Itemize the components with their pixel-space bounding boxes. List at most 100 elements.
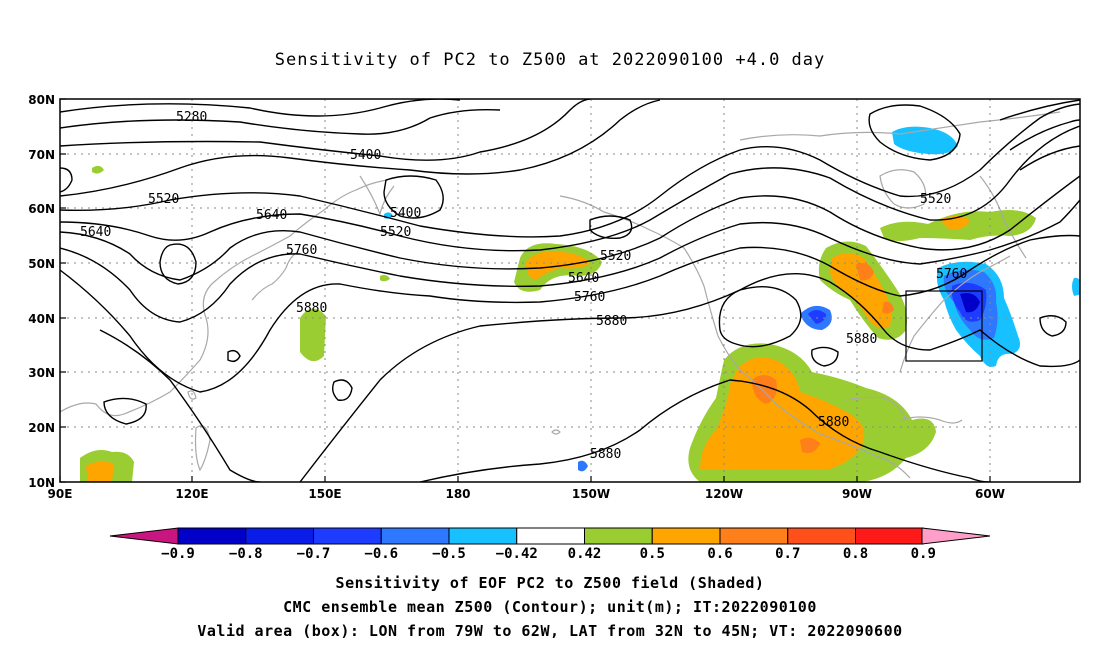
contour-label: 5760 — [286, 243, 317, 258]
contour-label: 5280 — [176, 110, 207, 125]
positive-sensitivity-region — [830, 253, 892, 329]
colorbar-label: −0.9 — [161, 546, 195, 562]
caption-shading: Sensitivity of EOF PC2 to Z500 field (Sh… — [335, 574, 765, 592]
contour-line — [60, 99, 461, 117]
lon-tick-label: 60W — [975, 487, 1005, 501]
contour-line — [589, 215, 633, 240]
contour-line — [60, 99, 661, 197]
colorbar-label: 0.42 — [568, 546, 602, 562]
contour-line — [1039, 315, 1067, 337]
lon-tick-label: 150W — [572, 487, 610, 501]
lat-tick-label: 60N — [28, 202, 55, 216]
z500-contours — [60, 99, 1080, 482]
contour-label: 5520 — [148, 192, 179, 207]
contour-label: 5520 — [380, 225, 411, 240]
map-panel: 5280 5400 5520 5400 5520 5640 5640 5760 … — [60, 99, 1080, 482]
colorbar-cell — [313, 527, 382, 545]
coastline-caribbean — [899, 416, 963, 424]
axis-ticks — [59, 98, 991, 483]
contour-label: 5640 — [80, 225, 111, 240]
coastline-philippines — [194, 425, 211, 472]
contour-label: 5880 — [846, 332, 877, 347]
colorbar-cell — [516, 527, 585, 545]
colorbar-label: 0.5 — [640, 546, 665, 562]
coastline-gulf — [845, 396, 907, 421]
colorbar-label: 0.8 — [843, 546, 868, 562]
contour-label: 5640 — [256, 208, 287, 223]
contour-label: 5880 — [596, 314, 627, 329]
contour-label: 5520 — [600, 249, 631, 264]
negative-sensitivity-region — [578, 460, 588, 472]
colorbar-cell — [177, 527, 247, 545]
contour-label: 5880 — [296, 301, 327, 316]
colorbar-cell — [719, 527, 789, 545]
coastline-us-east — [899, 255, 1011, 373]
colorbar-upper-triangle — [921, 527, 991, 545]
colorbar-label: −0.8 — [229, 546, 263, 562]
caption-contour: CMC ensemble mean Z500 (Contour); unit(m… — [283, 598, 817, 616]
contour-label: 5400 — [390, 206, 421, 221]
contour-line — [60, 103, 1080, 238]
negative-sensitivity-region — [808, 310, 826, 324]
positive-sensitivity-region — [752, 375, 777, 404]
colorbar-cell — [584, 527, 653, 545]
contour-line — [60, 199, 1080, 323]
coastline-alaska — [559, 195, 741, 371]
negative-sensitivity-region — [892, 126, 958, 155]
coastline-hudson-bay — [879, 169, 927, 209]
colorbar-cell — [380, 527, 450, 545]
caption-valid-area: Valid area (box): LON from 79W to 62W, L… — [197, 622, 903, 640]
colorbar-label: 0.7 — [775, 546, 800, 562]
contour-line — [868, 104, 961, 161]
negative-sensitivity-region — [1072, 277, 1080, 296]
colorbar-cells — [177, 527, 924, 545]
colorbar-lower-triangle — [109, 527, 179, 545]
contour-label: 5760 — [574, 290, 605, 305]
colorbar-label: 0.6 — [707, 546, 732, 562]
lat-tick-label: 80N — [28, 93, 55, 107]
lat-axis: 80N 70N 60N 50N 40N 30N 20N 10N — [28, 93, 55, 490]
lon-tick-label: 120E — [175, 487, 208, 501]
positive-sensitivity-region — [300, 308, 326, 362]
contour-line — [227, 349, 241, 363]
lon-tick-label: 90W — [842, 487, 872, 501]
contour-line — [299, 272, 1080, 482]
colorbar-cell — [651, 527, 721, 545]
contour-label: 5880 — [590, 447, 621, 462]
contour-label-group: 5280 5400 5520 5400 5520 5640 5640 5760 … — [80, 110, 967, 462]
contour-line — [811, 346, 839, 367]
colorbar-label: −0.7 — [297, 546, 331, 562]
positive-sensitivity-region — [86, 461, 114, 482]
lon-tick-label: 180 — [445, 487, 470, 501]
lon-tick-label: 120W — [705, 487, 743, 501]
colorbar-labels: −0.9 −0.8 −0.7 −0.6 −0.5 −0.42 0.42 0.5 … — [161, 546, 936, 562]
colorbar-cell — [855, 527, 924, 545]
positive-sensitivity-region — [882, 301, 894, 314]
lat-tick-label: 30N — [28, 366, 55, 380]
contour-line — [1019, 145, 1080, 171]
contour-line — [1009, 119, 1080, 151]
contour-label: 5880 — [818, 415, 849, 430]
contour-label: 5640 — [568, 271, 599, 286]
positive-sensitivity-region — [380, 275, 390, 282]
positive-sensitivity-region — [856, 263, 874, 281]
colorbar: −0.9 −0.8 −0.7 −0.6 −0.5 −0.42 0.42 0.5 … — [109, 527, 991, 562]
coastline-north-america — [739, 369, 911, 479]
colorbar-label: −0.42 — [496, 546, 538, 562]
lat-tick-label: 50N — [28, 257, 55, 271]
coastline-hawaii — [551, 429, 561, 435]
coastline-labrador — [979, 175, 1027, 259]
contour-line — [383, 175, 444, 219]
colorbar-cell — [787, 527, 856, 545]
coastline-taiwan — [187, 390, 197, 400]
valid-area-box — [905, 290, 983, 362]
contour-line — [419, 379, 991, 482]
contour-label: 5520 — [920, 192, 951, 207]
lon-tick-label: 150E — [308, 487, 341, 501]
contour-line — [60, 167, 73, 193]
contour-line — [60, 109, 501, 135]
map-frame — [59, 98, 1081, 483]
colorbar-label: −0.6 — [364, 546, 398, 562]
positive-sensitivity-region — [92, 165, 104, 174]
